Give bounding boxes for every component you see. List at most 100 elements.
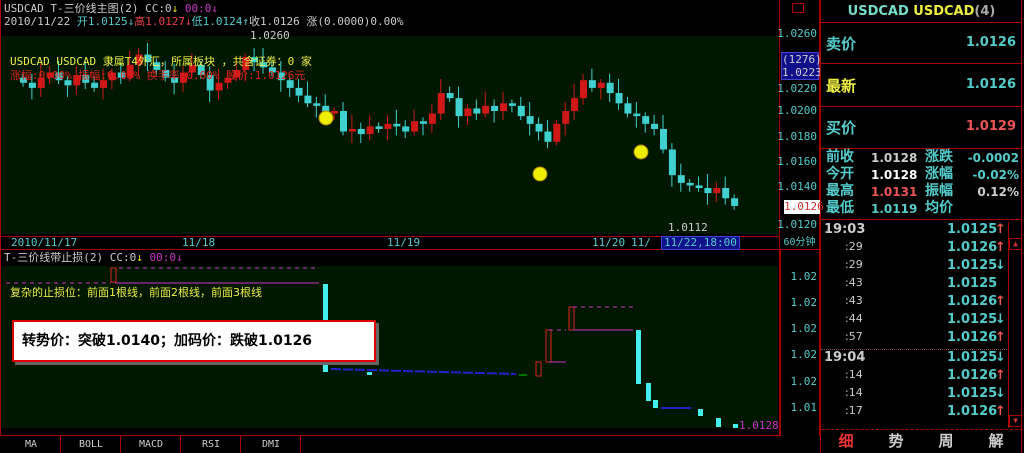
- candle-body: [713, 187, 721, 194]
- stop-line: [330, 368, 517, 375]
- tab-boll[interactable]: BOLL: [62, 436, 121, 453]
- candle-body: [117, 72, 125, 78]
- candle-body: [20, 77, 27, 83]
- candle-body: [46, 72, 54, 78]
- scrollbar[interactable]: ▲ ▼: [1008, 222, 1022, 428]
- tab-explain[interactable]: 解: [988, 432, 1004, 450]
- candle-body: [375, 126, 383, 129]
- title-text: USDCAD T-三价线主图(2) CC:0: [4, 2, 172, 15]
- sub-price-axis: 1.02 1.02 1.02 1.02 1.02 1.01: [780, 250, 820, 436]
- candlestick-chart[interactable]: [1, 36, 778, 234]
- tick-price: 1.0125: [947, 276, 998, 291]
- tick-time: :43: [845, 276, 863, 289]
- y-tick: 1.0140: [777, 180, 817, 193]
- tab-week[interactable]: 周: [938, 432, 954, 450]
- bar: [568, 306, 575, 331]
- y-tick: 1.02: [790, 375, 818, 388]
- candle-body: [446, 93, 454, 99]
- close: 收1.0126: [248, 15, 300, 28]
- divider: [821, 349, 1007, 350]
- candle-body: [428, 113, 436, 124]
- candle-body: [642, 116, 650, 124]
- tick-price: 1.0125: [947, 386, 998, 401]
- sub-chart-title: T-三价线带止损(2) CC:0↓ 00:0↓: [4, 252, 183, 264]
- period-label[interactable]: 60分钟: [780, 236, 820, 250]
- date: 2010/11/22: [4, 15, 71, 28]
- tick-price: 1.0125: [947, 222, 998, 237]
- callout-box: 转势价：突破1.0140；加码价：跌破1.0126: [12, 320, 376, 362]
- candle-body: [393, 123, 401, 127]
- candle-body: [420, 121, 427, 124]
- candle-body: [464, 108, 472, 117]
- stat-value: 1.0128: [871, 168, 918, 182]
- candle-body: [188, 64, 196, 73]
- tick-price: 1.0126: [947, 404, 998, 419]
- arrow-icon: ↑: [242, 15, 249, 28]
- candle-body: [242, 57, 250, 70]
- tab-dmi[interactable]: DMI: [242, 436, 301, 453]
- candle-body: [668, 149, 676, 176]
- candle-body: [268, 67, 276, 73]
- ask-row: 卖价 1.0126: [820, 33, 1022, 53]
- candle-body: [171, 77, 179, 83]
- tab-detail[interactable]: 细: [838, 432, 854, 450]
- candle-body: [571, 98, 579, 111]
- tick-list[interactable]: 19:03 1.0125 ↑:29 1.0126 ↑:29 1.0125 ↓:43 1.012…: [820, 222, 1022, 427]
- arrow-up-icon: ↑: [995, 330, 1006, 345]
- tab-trend[interactable]: 势: [888, 432, 904, 450]
- candle-body: [215, 82, 223, 91]
- candle-body: [677, 175, 685, 183]
- candle-body: [482, 105, 490, 114]
- scroll-down-icon[interactable]: ▼: [1009, 415, 1022, 427]
- candle-body: [357, 128, 365, 135]
- arrow-icon: ↓: [175, 251, 183, 264]
- stat-value: -0.02%: [972, 168, 1019, 182]
- tick-row: :29 1.0125 ↓: [821, 258, 1006, 276]
- arrow-icon: ↓: [184, 15, 192, 28]
- layout-icon[interactable]: [792, 3, 804, 13]
- x-tick: 2010/11/17: [11, 236, 78, 249]
- divider: [820, 219, 1022, 220]
- arrow-icon: ↓: [171, 2, 179, 15]
- candle-body: [37, 77, 45, 88]
- tab-rsi[interactable]: RSI: [182, 436, 241, 453]
- cursor-price-box: (1276) 1.0223: [781, 52, 822, 80]
- arrow-down-icon: ↓: [995, 258, 1006, 273]
- arrow-down-icon: ↓: [995, 386, 1006, 401]
- y-tick: 1.02: [790, 348, 818, 361]
- stat-label: 前收: [826, 149, 854, 165]
- candle-body: [295, 87, 303, 96]
- main-chart-frame: [0, 0, 780, 236]
- arrow-up-icon: ↑: [995, 368, 1006, 383]
- tick-row: :17 1.0126 ↑: [821, 404, 1006, 422]
- quote-title: USDCAD USDCAD(4): [820, 4, 1022, 19]
- x-tick: 11/19: [387, 236, 421, 249]
- stat-value: 0.12%: [977, 185, 1019, 199]
- tick-time: :14: [845, 368, 863, 381]
- candle-body: [180, 72, 187, 83]
- x-tick: 11/: [631, 236, 651, 249]
- stat-label: 最低: [826, 200, 854, 216]
- bid-label: 买价: [826, 119, 857, 137]
- candle-body: [135, 54, 143, 65]
- tab-ma[interactable]: MA: [2, 436, 61, 453]
- ask-label: 卖价: [826, 35, 857, 53]
- stat-value: 1.0131: [871, 185, 918, 199]
- suffix: (4): [974, 4, 996, 19]
- y-tick: 1.02: [790, 296, 818, 309]
- candle-body: [731, 198, 739, 206]
- arrow-up-icon: ↑: [995, 240, 1006, 255]
- high: 高1.0127: [134, 15, 185, 28]
- y-tick: 1.0120: [777, 218, 817, 231]
- candle-body: [500, 103, 507, 111]
- candle-body: [580, 80, 587, 99]
- tab-macd[interactable]: MACD: [122, 436, 181, 453]
- scroll-up-icon[interactable]: ▲: [1009, 238, 1022, 250]
- tick-row: :29 1.0126 ↑: [821, 240, 1006, 258]
- tick-price: 1.0126: [947, 240, 998, 255]
- candle-body: [28, 82, 36, 88]
- candle-body: [508, 103, 516, 106]
- candle-body: [704, 187, 712, 194]
- candle-body: [91, 82, 99, 88]
- cursor-count: (1276): [782, 53, 822, 66]
